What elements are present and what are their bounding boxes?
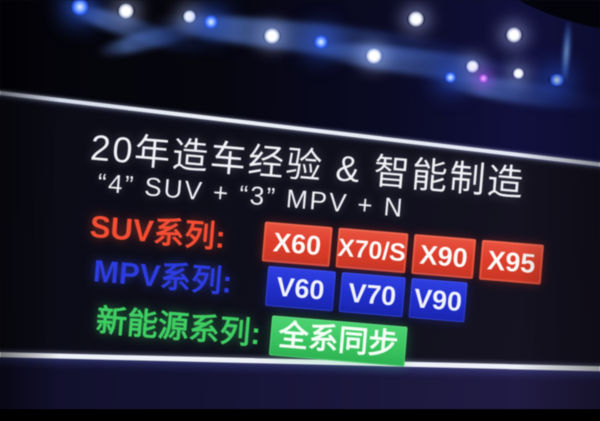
ev-series-label: 新能源系列: bbox=[94, 302, 263, 352]
model-badge-x70s: X70/S bbox=[335, 227, 409, 274]
white-spotlight bbox=[365, 48, 383, 64]
ev-model-badges: 全系同步 bbox=[268, 315, 408, 367]
white-spotlight bbox=[505, 27, 523, 43]
truss-silhouette bbox=[488, 0, 600, 50]
model-badge-v60: V60 bbox=[264, 265, 337, 312]
model-badge-v90: V90 bbox=[408, 277, 468, 323]
blue-spotlight bbox=[313, 35, 329, 49]
white-spotlight bbox=[117, 3, 135, 19]
stage-photo: 20年造车经验 & 智能制造 “4” SUV + “3” MPV + N SUV… bbox=[0, 0, 600, 409]
model-badge-x60: X60 bbox=[261, 221, 333, 267]
white-spotlight bbox=[263, 28, 281, 44]
blue-light-streak bbox=[559, 19, 574, 85]
white-spotlight bbox=[465, 60, 480, 73]
blue-spotlight bbox=[203, 15, 219, 29]
white-spotlight bbox=[407, 11, 425, 27]
model-badge-x90: X90 bbox=[411, 233, 477, 280]
purple-spotlight bbox=[478, 74, 489, 83]
model-badge-v70: V70 bbox=[338, 272, 406, 318]
white-spotlight bbox=[512, 68, 525, 79]
white-spotlight bbox=[182, 10, 197, 23]
blue-spotlight bbox=[444, 72, 457, 83]
model-badge-x95: X95 bbox=[478, 239, 544, 285]
slide-content: 20年造车经验 & 智能制造 “4” SUV + “3” MPV + N SUV… bbox=[63, 118, 588, 421]
model-badge-ev-all: 全系同步 bbox=[268, 315, 408, 367]
